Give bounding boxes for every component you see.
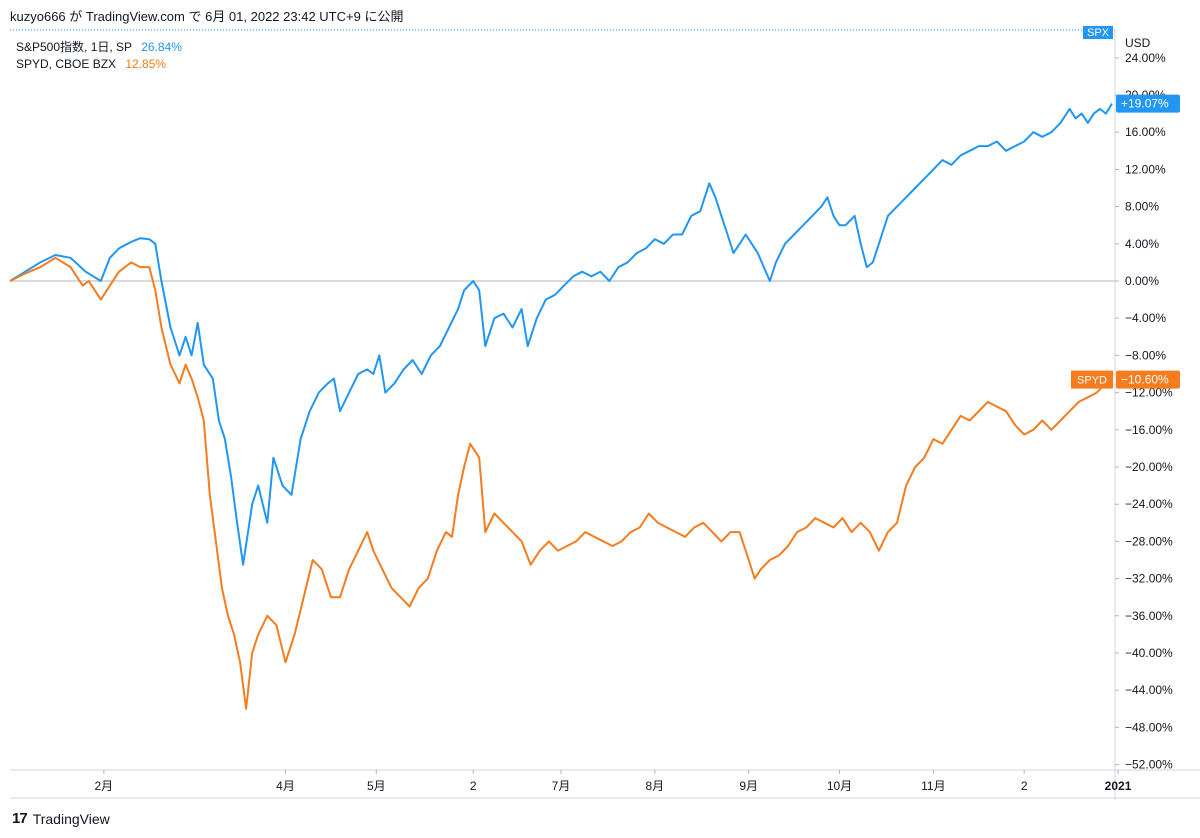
series-line-spyd[interactable] — [9, 256, 1113, 710]
x-tick-label: 7月 — [552, 779, 571, 793]
publish-line: kuzyo666 が TradingView.com で 6月 01, 2022… — [10, 9, 404, 24]
y-tick-label: −32.00% — [1125, 572, 1173, 586]
y-tick-label: 8.00% — [1125, 200, 1159, 214]
y-tick-label: −20.00% — [1125, 460, 1173, 474]
spx-last-badge — [1116, 94, 1180, 113]
x-tick-label: 4月 — [276, 779, 295, 793]
spyd-last-badge — [1116, 370, 1180, 389]
x-tick-label: 11月 — [921, 779, 945, 793]
y-tick-label: 4.00% — [1125, 237, 1159, 251]
x-tick-label: 8月 — [645, 779, 664, 793]
y-tick-label: −52.00% — [1125, 758, 1173, 772]
y-tick-label: 0.00% — [1125, 274, 1159, 288]
spx-tag: SPX — [1087, 27, 1110, 39]
x-tick-label: 2021 — [1105, 779, 1132, 793]
y-tick-label: −40.00% — [1125, 646, 1173, 660]
series-line-spx[interactable] — [9, 103, 1113, 566]
spx-tag-bg — [1083, 26, 1113, 39]
legend-spyd[interactable]: SPYD, CBOE BZX 12.85% — [16, 57, 166, 71]
y-tick-label: −36.00% — [1125, 609, 1173, 623]
spx-last-value: +19.07% — [1121, 97, 1169, 111]
y-tick-label: −48.00% — [1125, 720, 1173, 734]
x-tick-label: 9月 — [739, 779, 758, 793]
footer: 17 TradingView — [12, 810, 110, 827]
x-tick-label: 2月 — [95, 779, 114, 793]
y-tick-label: 24.00% — [1125, 51, 1166, 65]
y-tick-label: −24.00% — [1125, 497, 1173, 511]
x-tick-label: 2 — [1021, 779, 1028, 793]
y-tick-label: 12.00% — [1125, 162, 1166, 176]
legend-spx[interactable]: S&P500指数, 1日, SP 26.84% — [16, 38, 182, 55]
y-tick-label: −28.00% — [1125, 534, 1173, 548]
x-tick-label: 10月 — [827, 779, 852, 793]
x-tick-label: 5月 — [367, 779, 386, 793]
tradingview-logo-icon: 17 — [12, 810, 28, 827]
spyd-tag: SPYD — [1077, 375, 1107, 387]
spyd-last-value: −10.60% — [1121, 373, 1169, 387]
y-tick-label: −8.00% — [1125, 348, 1166, 362]
y-tick-label: −4.00% — [1125, 311, 1166, 325]
currency-label: USD — [1125, 36, 1151, 50]
legend-spyd-name: SPYD, CBOE BZX — [16, 57, 117, 71]
y-tick-label: −12.00% — [1125, 386, 1173, 400]
y-tick-label: −16.00% — [1125, 423, 1173, 437]
y-tick-label: −44.00% — [1125, 683, 1173, 697]
legend-spyd-value: 12.85% — [125, 57, 167, 71]
spyd-tag-bg — [1071, 370, 1113, 389]
legend-spx-name: S&P500指数, 1日, SP — [16, 40, 132, 54]
x-tick-label: 2 — [470, 779, 477, 793]
footer-brand: TradingView — [32, 810, 110, 827]
legend-spx-value: 26.84% — [141, 40, 182, 54]
y-tick-label: 16.00% — [1125, 125, 1166, 139]
